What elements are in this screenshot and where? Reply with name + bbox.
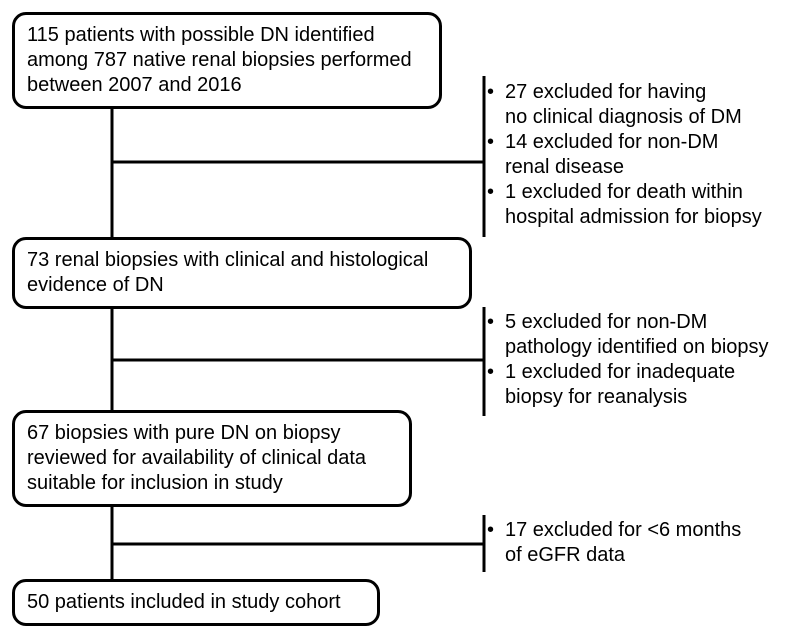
flow-box-3-line1: 67 biopsies with pure DN on biopsy — [27, 422, 341, 444]
exclusion-2-item-2: • 1 excluded for inadequate biopsy for r… — [487, 360, 769, 410]
exclusion-1-item-2-line2: renal disease — [505, 156, 624, 178]
exclusion-1-item-1-line1: 27 excluded for having — [505, 81, 706, 103]
flow-box-3-line2: reviewed for availability of clinical da… — [27, 447, 366, 469]
bullet-icon: • — [487, 180, 505, 205]
flow-box-3-line3: suitable for inclusion in study — [27, 472, 283, 494]
flow-box-4-line1: 50 patients included in study cohort — [27, 591, 341, 613]
bullet-icon: • — [487, 518, 505, 543]
exclusion-2-item-1-line1: 5 excluded for non-DM — [505, 311, 707, 333]
flowchart-container: 115 patients with possible DN identified… — [12, 12, 778, 623]
bullet-icon: • — [487, 80, 505, 105]
flow-box-4: 50 patients included in study cohort — [12, 579, 380, 626]
exclusion-2-item-2-line1: 1 excluded for inadequate — [505, 361, 735, 383]
exclusion-2-item-1-line2: pathology identified on biopsy — [505, 336, 769, 358]
flow-box-1-line3: between 2007 and 2016 — [27, 74, 242, 96]
exclusion-3-item-1-line1: 17 excluded for <6 months — [505, 519, 741, 541]
exclusion-2-item-2-line2: biopsy for reanalysis — [505, 386, 687, 408]
exclusion-block-1: • 27 excluded for having no clinical dia… — [487, 80, 762, 230]
flow-box-1-line2: among 787 native renal biopsies performe… — [27, 49, 412, 71]
exclusion-1-item-3-line2: hospital admission for biopsy — [505, 206, 762, 228]
exclusion-3-item-1-line2: of eGFR data — [505, 544, 625, 566]
exclusion-1-item-2-line1: 14 excluded for non-DM — [505, 131, 718, 153]
exclusion-1-item-1: • 27 excluded for having no clinical dia… — [487, 80, 762, 130]
exclusion-3-item-1: • 17 excluded for <6 months of eGFR data — [487, 518, 741, 568]
flow-box-2: 73 renal biopsies with clinical and hist… — [12, 237, 472, 309]
flow-box-2-line2: evidence of DN — [27, 274, 164, 296]
exclusion-block-2: • 5 excluded for non-DM pathology identi… — [487, 310, 769, 410]
bullet-icon: • — [487, 310, 505, 335]
flow-box-1-line1: 115 patients with possible DN identified — [27, 24, 375, 46]
exclusion-block-3: • 17 excluded for <6 months of eGFR data — [487, 518, 741, 568]
flow-box-1: 115 patients with possible DN identified… — [12, 12, 442, 109]
exclusion-2-item-1: • 5 excluded for non-DM pathology identi… — [487, 310, 769, 360]
exclusion-1-item-1-line2: no clinical diagnosis of DM — [505, 106, 742, 128]
bullet-icon: • — [487, 360, 505, 385]
flow-box-2-line1: 73 renal biopsies with clinical and hist… — [27, 249, 428, 271]
exclusion-1-item-3-line1: 1 excluded for death within — [505, 181, 743, 203]
bullet-icon: • — [487, 130, 505, 155]
exclusion-1-item-2: • 14 excluded for non-DM renal disease — [487, 130, 762, 180]
exclusion-1-item-3: • 1 excluded for death within hospital a… — [487, 180, 762, 230]
flow-box-3: 67 biopsies with pure DN on biopsy revie… — [12, 410, 412, 507]
